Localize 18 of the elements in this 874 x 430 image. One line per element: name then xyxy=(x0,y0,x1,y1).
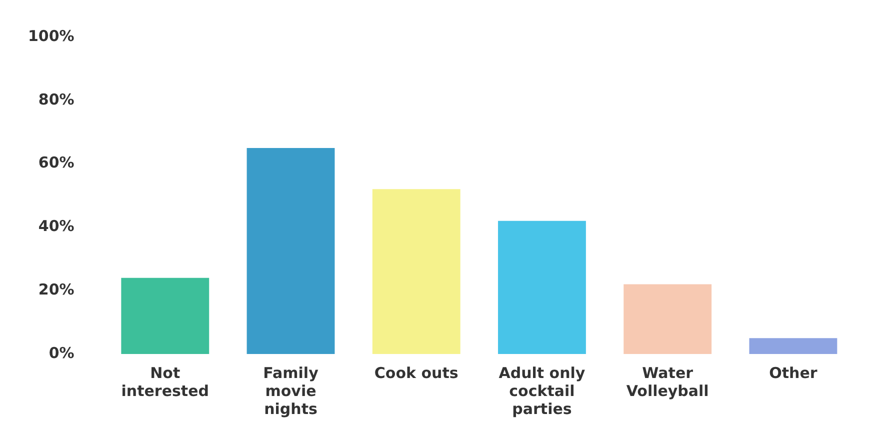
y-tick-label: 100% xyxy=(28,26,74,45)
x-tick-label: Not interested xyxy=(121,364,210,400)
y-tick-label: 80% xyxy=(38,90,74,108)
bar xyxy=(749,338,838,354)
bar xyxy=(121,278,210,354)
y-tick-label: 20% xyxy=(38,280,74,298)
y-tick-label: 40% xyxy=(38,217,74,236)
bar xyxy=(498,220,586,354)
x-tick-label: Cook outs xyxy=(374,364,458,382)
y-tick-label: 60% xyxy=(38,154,74,172)
bar xyxy=(624,284,712,354)
x-tick-label: Family movie nights xyxy=(263,364,319,418)
x-tick-label: Adult only cocktail parties xyxy=(498,364,586,418)
y-tick-label: 0% xyxy=(48,344,74,362)
bar xyxy=(246,148,335,354)
bar xyxy=(372,189,460,354)
x-tick-label: Water Volleyball xyxy=(626,364,709,400)
x-tick-label: Other xyxy=(769,364,818,382)
